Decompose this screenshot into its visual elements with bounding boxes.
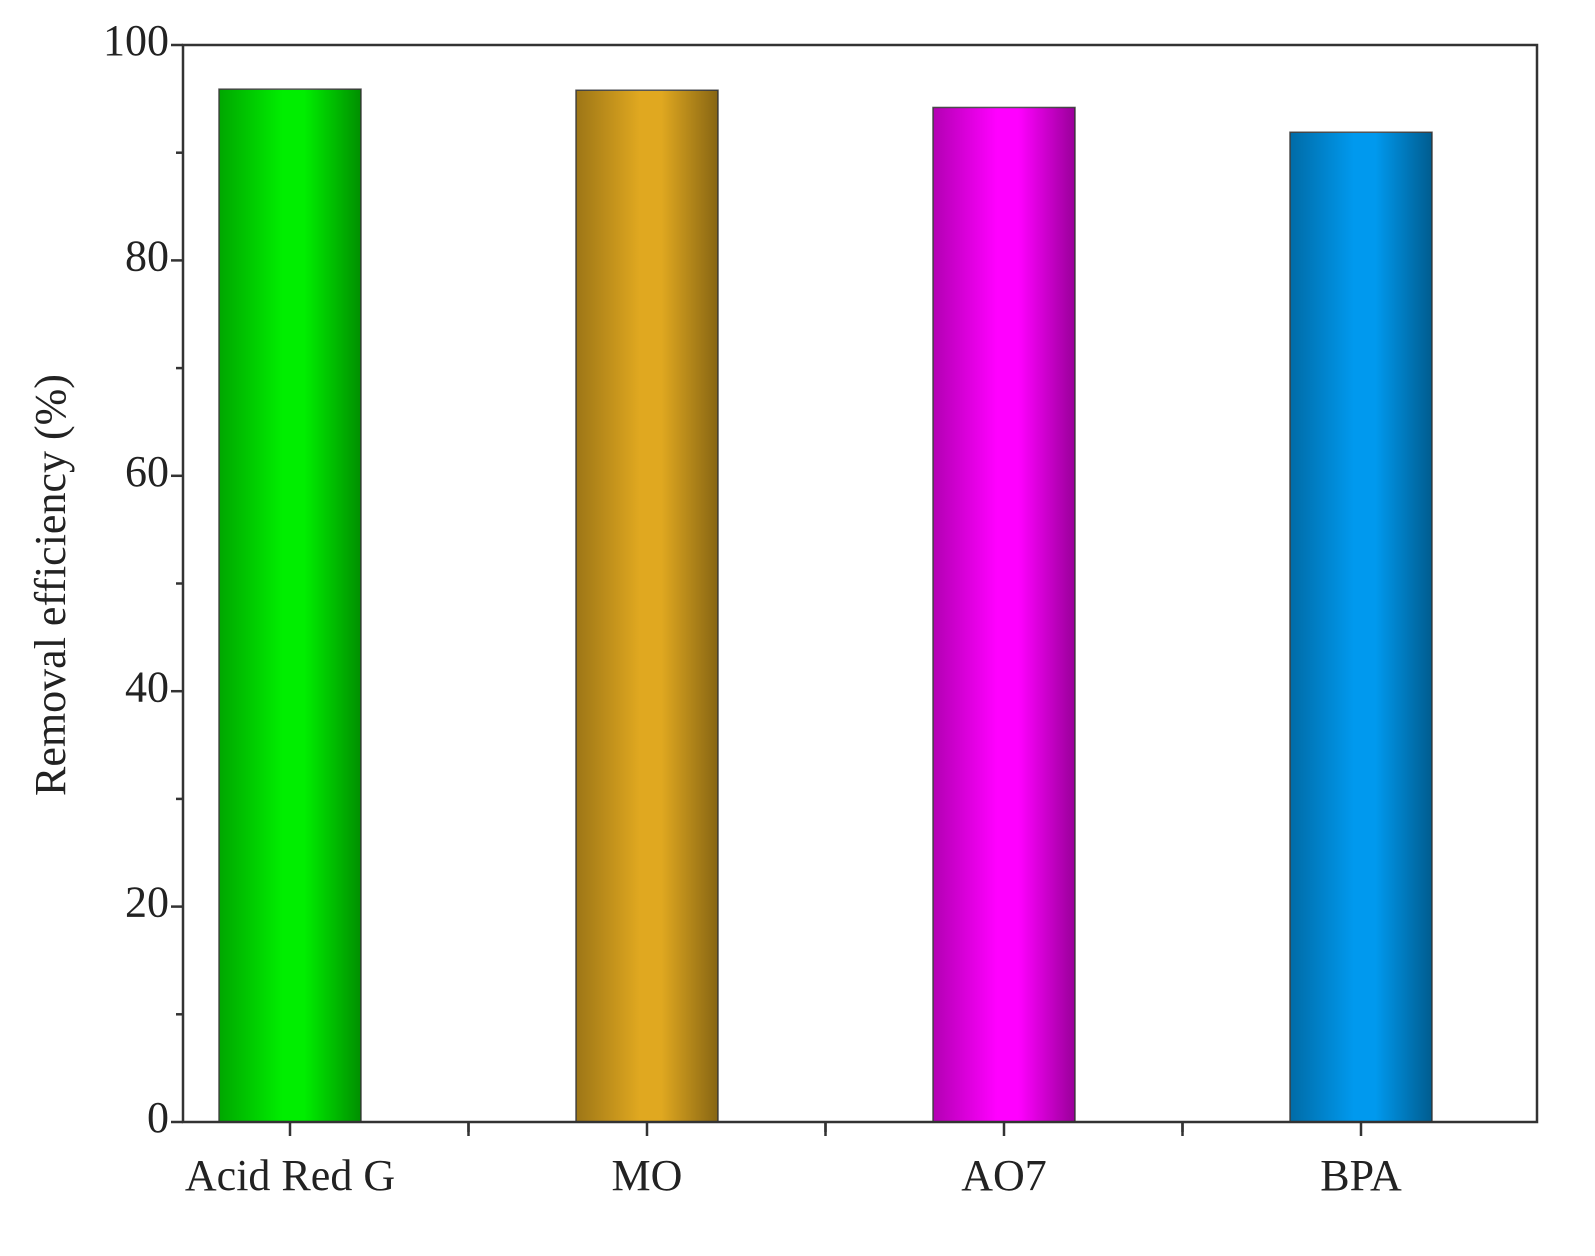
bar-shade — [933, 107, 1075, 1122]
bar-shade — [1290, 132, 1432, 1122]
y-axis-label: Removal efficiency (%) — [26, 374, 75, 796]
y-tick-label: 40 — [125, 662, 169, 711]
bar-shade — [576, 90, 718, 1122]
y-tick-label: 60 — [125, 447, 169, 496]
bar-shade — [219, 89, 361, 1123]
x-tick-label: BPA — [1320, 1151, 1402, 1200]
x-tick-label: AO7 — [961, 1151, 1047, 1200]
y-tick-label: 20 — [125, 878, 169, 927]
y-tick-label: 100 — [103, 16, 169, 65]
x-tick-label: Acid Red G — [185, 1151, 395, 1200]
x-tick-label: MO — [612, 1151, 683, 1200]
y-tick-label: 0 — [147, 1093, 169, 1142]
y-tick-label: 80 — [125, 231, 169, 280]
plot-frame — [181, 43, 1539, 1124]
